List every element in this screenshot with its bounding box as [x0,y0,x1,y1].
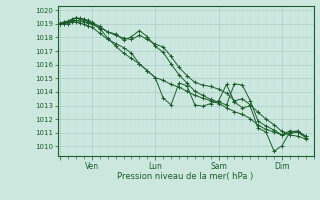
X-axis label: Pression niveau de la mer( hPa ): Pression niveau de la mer( hPa ) [117,172,254,181]
